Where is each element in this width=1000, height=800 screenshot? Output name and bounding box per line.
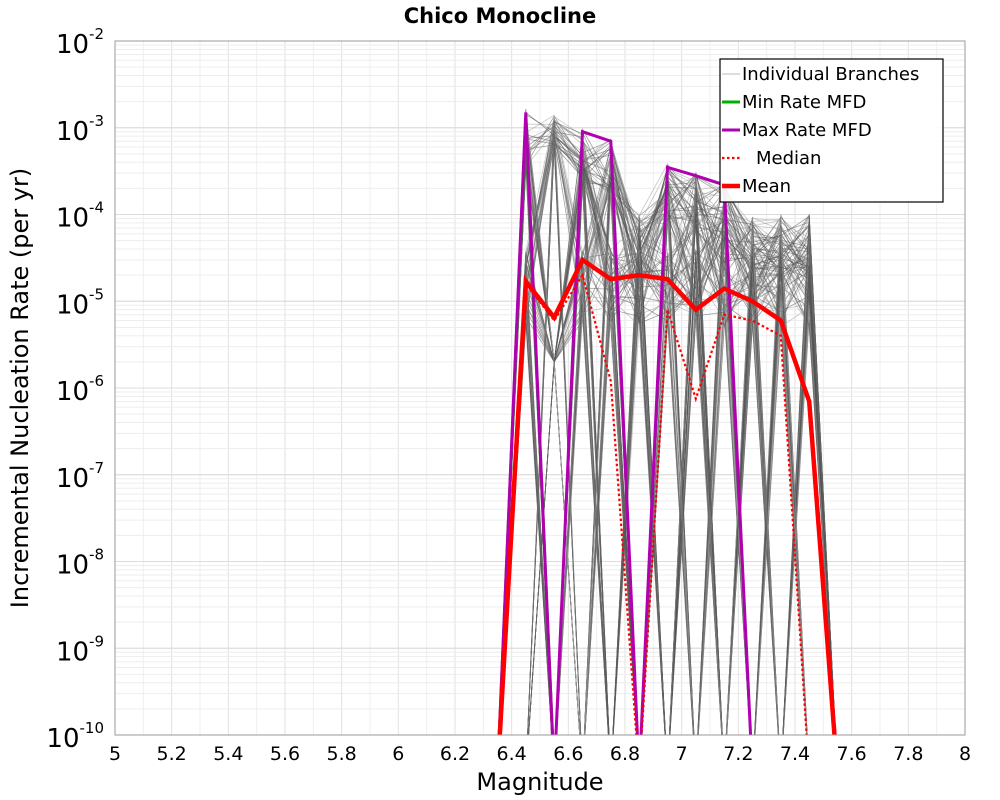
branch-line	[498, 132, 836, 735]
x-tick-label: 5.8	[327, 743, 357, 765]
branch-line	[498, 127, 808, 735]
branch-line	[499, 201, 836, 735]
x-tick-label: 6.6	[553, 743, 583, 765]
y-axis-label: Incremental Nucleation Rate (per yr)	[6, 168, 34, 608]
branch-line	[498, 113, 836, 735]
y-tick-label: 10-9	[56, 632, 104, 667]
x-tick-label: 5.4	[213, 743, 243, 765]
branch-line	[499, 221, 808, 735]
individual-branches	[498, 109, 836, 735]
x-axis-ticks: 5 5.2 5.4 5.6 5.8 6 6.2 6.4 6.6 6.8 7 7.2 7.4 7.6 7.8 8	[109, 743, 971, 765]
x-tick-label: 7.4	[780, 743, 810, 765]
x-tick-label: 7.2	[723, 743, 753, 765]
y-tick-label: 10-6	[56, 372, 104, 407]
y-tick-label: 10-8	[56, 546, 104, 581]
legend-box	[719, 58, 944, 203]
plot-frame	[114, 40, 966, 736]
x-axis-label: Magnitude	[476, 768, 603, 796]
legend-label: Individual Branches	[742, 64, 919, 85]
x-tick-label: 7	[676, 743, 688, 765]
series-median	[498, 272, 808, 735]
x-tick-label: 7.8	[893, 743, 923, 765]
branch-line	[498, 136, 836, 735]
y-tick-label: 10-2	[56, 25, 104, 60]
y-tick-label: 10-7	[56, 459, 104, 494]
y-tick-label: 10-10	[46, 719, 104, 754]
legend: Individual Branches Min Rate MFD Max Rate …	[719, 58, 944, 203]
x-tick-label: 7.6	[837, 743, 867, 765]
branch-line	[499, 118, 836, 735]
x-tick-label: 5.6	[270, 743, 300, 765]
branch-line	[555, 167, 836, 735]
y-tick-label: 10-4	[56, 199, 104, 234]
legend-label: Min Rate MFD	[742, 92, 866, 113]
y-tick-label: 10-5	[56, 285, 104, 320]
y-tick-label: 10-3	[56, 112, 104, 147]
x-tick-label: 6	[392, 743, 404, 765]
branch-line	[498, 133, 808, 735]
chart-title: Chico Monocline	[404, 4, 597, 28]
legend-label: Median	[756, 148, 821, 169]
x-tick-label: 5	[109, 743, 121, 765]
branch-line	[528, 151, 751, 735]
series-max-rate-mfd	[497, 112, 753, 735]
summary-series	[497, 112, 837, 735]
legend-label: Mean	[742, 176, 791, 197]
legend-label: Max Rate MFD	[742, 120, 872, 141]
x-tick-label: 5.2	[157, 743, 187, 765]
x-tick-label: 6.4	[497, 743, 527, 765]
x-tick-label: 6.2	[440, 743, 470, 765]
x-tick-label: 8	[959, 743, 971, 765]
branch-line	[499, 175, 836, 735]
y-axis-ticks: 10-10 10-9 10-8 10-7 10-6 10-5 10-4 10-3 10-2	[46, 25, 104, 754]
branch-line	[499, 137, 836, 735]
branch-line	[498, 137, 808, 735]
series-mean	[497, 256, 837, 735]
x-tick-label: 6.8	[610, 743, 640, 765]
branch-line	[527, 121, 780, 735]
